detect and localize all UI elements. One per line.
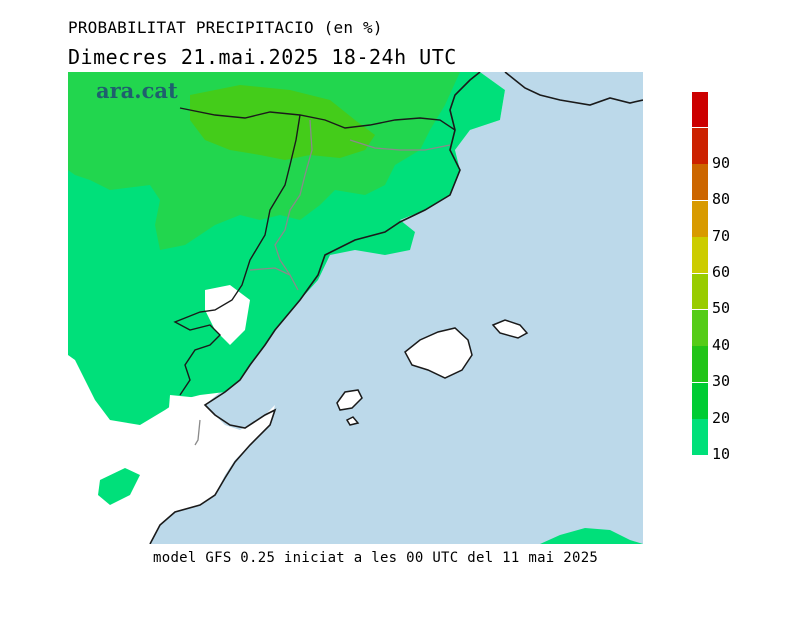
- map-title: PROBABILITAT PRECIPITACIO (en %): [68, 18, 383, 37]
- legend-tick-label: 60: [712, 263, 731, 281]
- legend-swatch: [692, 200, 708, 237]
- legend-swatch: [692, 382, 708, 419]
- legend-swatch: [692, 91, 708, 128]
- prob-30-region: [190, 85, 375, 160]
- legend-tick-label: 40: [712, 335, 731, 354]
- legend-swatch: [692, 309, 708, 346]
- ara-cat-logo: ara.cat: [96, 78, 178, 103]
- province-border: [194, 119, 451, 446]
- legend-tick-label: 30: [712, 372, 731, 391]
- legend-tick-label: 20: [712, 408, 731, 427]
- prob-10-patch-south: [540, 528, 643, 544]
- prob-10-patch-west: [98, 468, 140, 505]
- legend-tick-label: 10: [712, 445, 731, 463]
- legend-tick-label: 90: [712, 153, 731, 172]
- legend-swatch: [692, 164, 708, 201]
- coastline: [149, 72, 643, 544]
- land-gap-a: [205, 285, 250, 345]
- formentera-island: [345, 416, 360, 426]
- legend-tick-label: 50: [712, 299, 731, 318]
- ibiza-island: [336, 389, 363, 411]
- legend-swatch: [692, 419, 708, 455]
- land-gap-b: [168, 395, 208, 432]
- legend-tick-label: 70: [712, 226, 731, 245]
- country-border: [179, 107, 456, 131]
- map-subtitle: Dimecres 21.mai.2025 18-24h UTC: [68, 45, 457, 69]
- legend-swatch: [692, 127, 708, 164]
- prob-20-region: [68, 72, 460, 250]
- legend-swatch: [692, 346, 708, 383]
- model-info: model GFS 0.25 iniciat a les 00 UTC del …: [153, 550, 599, 566]
- mallorca-island: [404, 327, 473, 379]
- region-border: [173, 114, 301, 396]
- legend-tick-label: 80: [712, 190, 731, 209]
- legend-swatch: [692, 237, 708, 273]
- legend-swatch: [692, 273, 708, 310]
- menorca-island: [491, 319, 529, 339]
